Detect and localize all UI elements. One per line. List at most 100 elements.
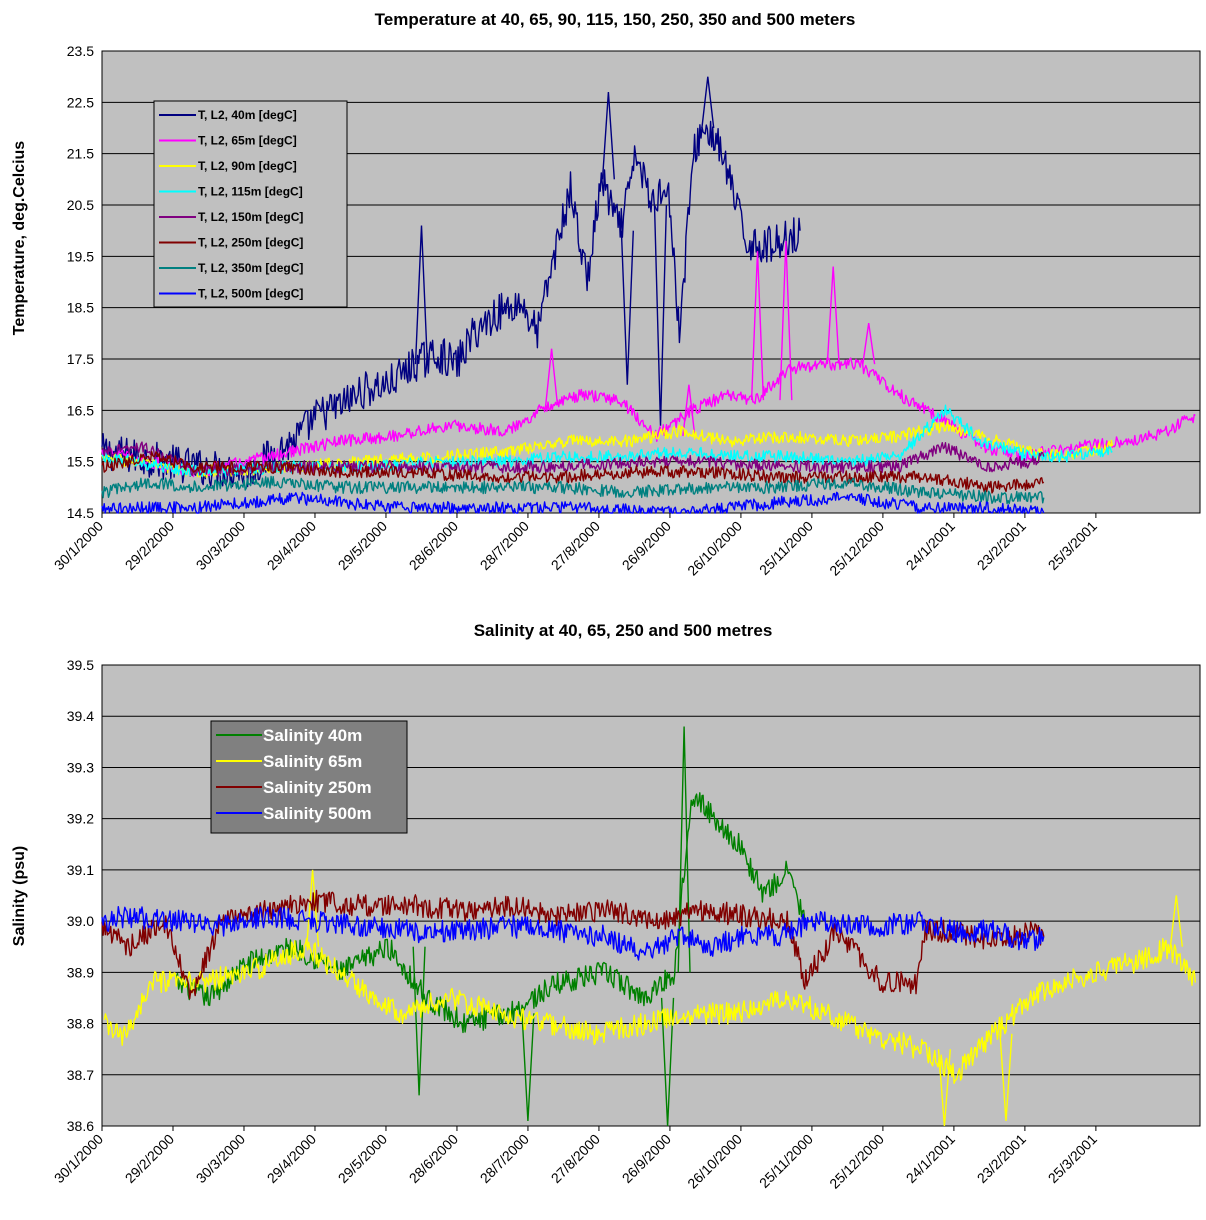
legend-label: T, L2, 350m [degC] xyxy=(198,261,303,275)
legend-label: T, L2, 90m [degC] xyxy=(198,159,297,173)
temperature-chart-title: Temperature at 40, 65, 90, 115, 150, 250… xyxy=(375,10,856,29)
y-tick-label: 38.6 xyxy=(67,1118,94,1134)
y-tick-label: 39.1 xyxy=(67,862,94,878)
salinity-series-group xyxy=(101,726,1196,1127)
series-line-6 xyxy=(101,475,1045,505)
legend-label: Salinity 65m xyxy=(263,752,362,771)
x-tick-label: 27/8/2000 xyxy=(548,518,604,574)
salinity-y-axis-title: Salinity (psu) xyxy=(11,846,28,946)
y-tick-label: 38.9 xyxy=(67,964,94,980)
series-spike-1 xyxy=(779,240,793,401)
salinity-y-ticks: 38.6 38.7 38.8 38.9 39.0 39.1 39.2 39.3 39.4 39.5 xyxy=(67,657,94,1134)
series-line-5 xyxy=(101,451,1045,494)
y-tick-label: 39.2 xyxy=(67,811,94,827)
temperature-series-group xyxy=(101,76,1196,514)
temperature-x-ticks: 30/1/2000 29/2/2000 30/3/2000 29/4/2000 29/5… xyxy=(51,513,1100,579)
x-tick-label: 25/3/2001 xyxy=(1045,518,1101,574)
x-tick-label: 28/6/2000 xyxy=(406,1131,462,1187)
temperature-y-ticks: 14.5 15.5 16.5 17.5 18.5 19.5 20.5 21.5 22.5 23.5 xyxy=(67,43,94,521)
legend-box xyxy=(210,720,408,834)
y-tick-label: 15.5 xyxy=(67,454,94,470)
series-spike-1 xyxy=(999,1033,1013,1121)
series-spike-1 xyxy=(682,384,696,437)
y-tick-label: 22.5 xyxy=(67,94,94,110)
x-tick-label: 28/7/2000 xyxy=(477,1131,533,1187)
y-tick-label: 39.3 xyxy=(67,759,94,775)
legend-label: T, L2, 65m [degC] xyxy=(198,134,297,148)
legend-label: T, L2, 150m [degC] xyxy=(198,210,303,224)
series-line-2 xyxy=(101,889,1045,1000)
salinity-chart-title: Salinity at 40, 65, 250 and 500 metres xyxy=(474,621,773,640)
x-tick-label: 29/2/2000 xyxy=(122,1131,178,1187)
x-tick-label: 28/6/2000 xyxy=(406,518,462,574)
y-tick-label: 18.5 xyxy=(67,300,94,316)
y-tick-label: 39.0 xyxy=(67,913,94,929)
x-tick-label: 24/1/2001 xyxy=(903,1131,959,1187)
x-tick-label: 26/9/2000 xyxy=(619,1131,675,1187)
y-tick-label: 19.5 xyxy=(67,248,94,264)
x-tick-label: 29/5/2000 xyxy=(335,518,391,574)
y-tick-label: 17.5 xyxy=(67,351,94,367)
x-tick-label: 29/2/2000 xyxy=(122,518,178,574)
x-tick-label: 26/10/2000 xyxy=(684,1131,745,1192)
series-spike-0 xyxy=(660,997,675,1127)
y-tick-label: 39.4 xyxy=(67,708,94,724)
legend-label: Salinity 500m xyxy=(263,804,372,823)
series-spike-1 xyxy=(862,323,876,365)
y-tick-label: 23.5 xyxy=(67,43,94,59)
y-tick-label: 14.5 xyxy=(67,505,94,521)
salinity-x-ticks: 30/1/2000 29/2/2000 30/3/2000 29/4/2000 29/5… xyxy=(51,1126,1100,1192)
x-tick-label: 30/1/2000 xyxy=(51,518,107,574)
x-tick-label: 29/5/2000 xyxy=(335,1131,391,1187)
series-spike-0 xyxy=(414,225,429,365)
series-spike-1 xyxy=(937,1049,951,1127)
y-tick-label: 21.5 xyxy=(67,146,94,162)
salinity-chart: Salinity at 40, 65, 250 and 500 metres S… xyxy=(11,621,1201,1192)
legend-label: Salinity 40m xyxy=(263,726,362,745)
temperature-chart: Temperature at 40, 65, 90, 115, 150, 250… xyxy=(11,10,1201,579)
series-spike-0 xyxy=(601,92,615,180)
x-tick-label: 26/10/2000 xyxy=(684,518,745,579)
series-spike-0 xyxy=(701,76,715,129)
series-spike-1 xyxy=(1169,895,1183,947)
y-tick-label: 20.5 xyxy=(67,197,94,213)
y-tick-label: 39.5 xyxy=(67,657,94,673)
legend-label: T, L2, 115m [degC] xyxy=(198,185,303,199)
legend-label: T, L2, 500m [degC] xyxy=(198,287,303,301)
y-tick-label: 38.8 xyxy=(67,1016,94,1032)
salinity-legend: Salinity 40m Salinity 65m Salinity 250m Sal… xyxy=(210,720,408,834)
x-tick-label: 30/3/2000 xyxy=(193,518,249,574)
series-spike-0 xyxy=(677,726,691,973)
series-spike-1 xyxy=(750,251,765,401)
temperature-legend: T, L2, 40m [degC] T, L2, 65m [degC] T, L2,… xyxy=(153,100,348,308)
legend-label: Salinity 250m xyxy=(263,778,372,797)
x-tick-label: 27/8/2000 xyxy=(548,1131,604,1187)
y-tick-label: 16.5 xyxy=(67,402,94,418)
series-spike-0 xyxy=(653,204,668,426)
series-line-3 xyxy=(101,906,1045,961)
x-tick-label: 30/1/2000 xyxy=(51,1131,107,1187)
series-spike-0 xyxy=(620,230,634,385)
series-spike-1 xyxy=(545,348,559,406)
x-tick-label: 23/2/2001 xyxy=(974,1131,1030,1187)
x-tick-label: 30/3/2000 xyxy=(193,1131,249,1187)
x-tick-label: 25/3/2001 xyxy=(1045,1131,1101,1187)
legend-label: T, L2, 250m [degC] xyxy=(198,236,303,250)
x-tick-label: 25/12/2000 xyxy=(826,1131,887,1192)
legend-box xyxy=(153,100,348,308)
x-tick-label: 29/4/2000 xyxy=(264,518,320,574)
legend-label: T, L2, 40m [degC] xyxy=(198,108,297,122)
x-tick-label: 25/12/2000 xyxy=(826,518,887,579)
series-spike-1 xyxy=(306,869,320,947)
y-tick-label: 38.7 xyxy=(67,1067,94,1083)
series-line-1 xyxy=(103,937,1196,1084)
temperature-y-axis-title: Temperature, deg.Celcius xyxy=(11,141,28,336)
x-tick-label: 29/4/2000 xyxy=(264,1131,320,1187)
x-tick-label: 26/9/2000 xyxy=(619,518,675,574)
series-spike-0 xyxy=(412,946,426,1096)
x-tick-label: 23/2/2001 xyxy=(974,518,1030,574)
series-spike-1 xyxy=(826,266,840,365)
x-tick-label: 28/7/2000 xyxy=(477,518,533,574)
x-tick-label: 25/11/2000 xyxy=(756,1131,816,1191)
series-line-7 xyxy=(101,491,1045,514)
